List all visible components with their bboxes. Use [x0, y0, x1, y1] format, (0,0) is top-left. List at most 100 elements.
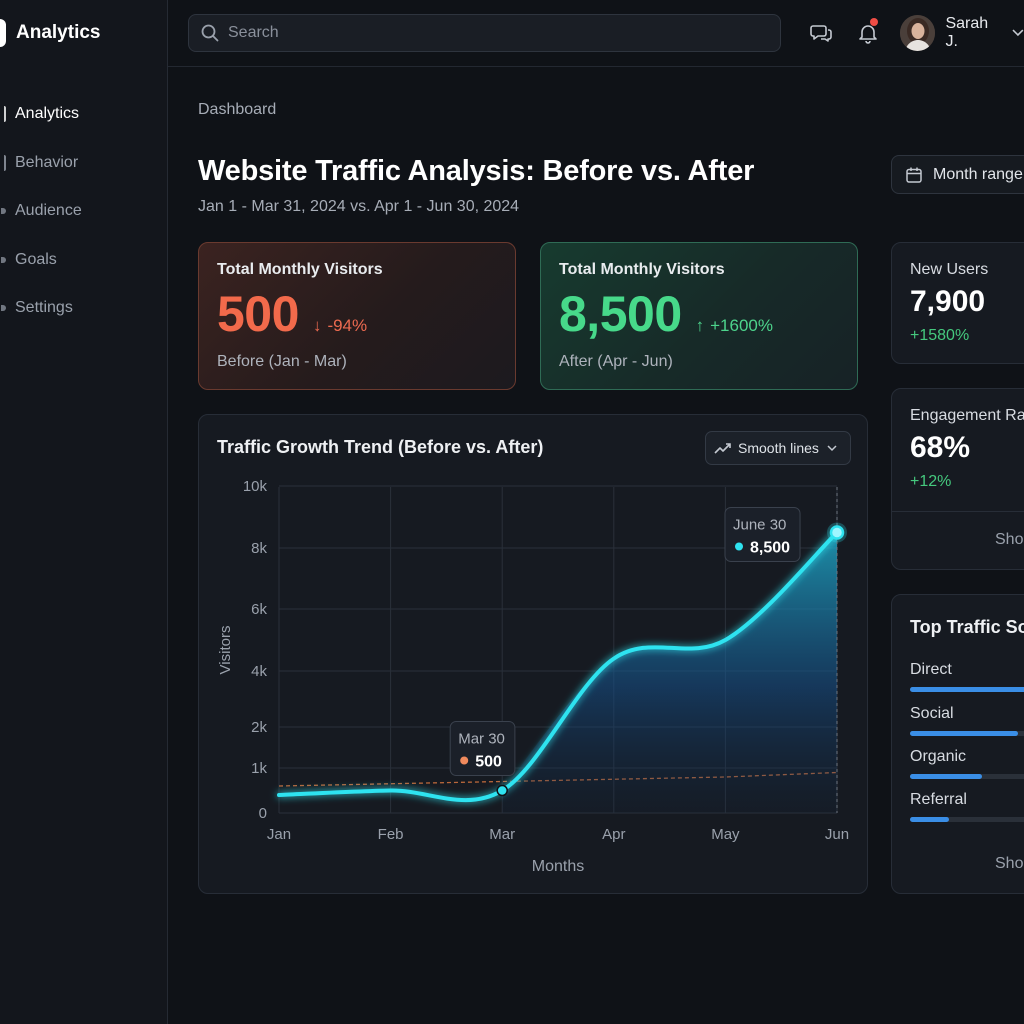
x-tick-label: Mar	[489, 826, 515, 843]
source-bar-fill	[910, 731, 1018, 736]
source-bar-track	[910, 774, 1024, 779]
kpi-delta: ↓ -94%	[313, 316, 367, 336]
sidebar-item-label: Audience	[15, 202, 82, 220]
x-tick-label: Jun	[825, 826, 849, 843]
source-item-referral: Referral	[910, 791, 1024, 822]
source-bar-track	[910, 731, 1024, 736]
traffic-line-chart[interactable]: 0 1k 2k 4k 6k 8k 10k Jan Feb Mar Apr May Jun Months Vi…	[199, 415, 869, 895]
smooth-lines-dropdown[interactable]: Smooth lines	[705, 431, 851, 465]
sources-show-more-link[interactable]: Sho	[995, 855, 1024, 872]
arrow-up-icon: ↑	[695, 316, 705, 335]
app-logo-icon	[0, 19, 6, 47]
area-fill	[502, 532, 837, 813]
user-name: Sarah J.	[945, 15, 989, 50]
sidebar-item-settings[interactable]: Settings	[0, 284, 168, 333]
source-name: Direct	[910, 661, 952, 678]
kpi-caption: Before (Jan - Mar)	[217, 353, 347, 370]
tooltip: Mar 30 500	[449, 721, 516, 776]
traffic-chart-card: 0 1k 2k 4k 6k 8k 10k Jan Feb Mar Apr May Jun Months Vi…	[198, 414, 868, 894]
engagement-label: Engagement Ra	[910, 407, 1024, 424]
y-tick-label: 1k	[251, 760, 267, 777]
smooth-lines-label: Smooth lines	[738, 440, 819, 456]
bell-icon[interactable]	[856, 18, 880, 45]
tooltip-dot	[735, 542, 743, 551]
sidebar-item-label: Analytics	[15, 105, 80, 123]
sidebar-item-label: Settings	[15, 299, 73, 317]
tooltip-box	[724, 507, 801, 562]
divider	[892, 511, 1024, 512]
page-title: Website Traffic Analysis: Before vs. Aft…	[198, 155, 755, 187]
source-bar-track	[910, 817, 1024, 822]
user-menu[interactable]: Sarah J.	[900, 14, 1024, 52]
breadcrumb[interactable]: Dashboard	[198, 101, 277, 118]
sidebar-nav: Analytics Behavior Audience Goals Settin…	[0, 90, 168, 333]
sidebar-item-label: Behavior	[15, 153, 79, 171]
kpi-caption: After (Apr - Jun)	[559, 353, 673, 370]
x-axis-title: Months	[532, 858, 584, 875]
new-users-delta: +1580%	[910, 327, 970, 344]
arrow-down-icon: ↓	[312, 316, 322, 335]
y-tick-label: 8k	[251, 540, 267, 557]
kpi-delta-value: -94%	[327, 316, 368, 335]
data-point-jun	[829, 525, 845, 540]
chart-title: Traffic Growth Trend (Before vs. After)	[217, 437, 544, 457]
y-tick-label: 0	[259, 805, 267, 822]
chevron-down-icon	[827, 444, 837, 451]
source-bar-fill	[910, 774, 982, 779]
kpi-card-after: Total Monthly Visitors 8,500 ↑ +1600% Af…	[540, 242, 858, 390]
topbar: Sarah J.	[168, 0, 1024, 67]
sidebar-item-label: Goals	[15, 250, 57, 268]
kpi-label: Total Monthly Visitors	[217, 261, 383, 278]
source-item-organic: Organic	[910, 748, 1024, 779]
tooltip-date: Mar 30	[458, 731, 505, 748]
source-bar-fill	[910, 817, 949, 822]
source-item-direct: Direct	[910, 661, 1024, 692]
sidebar-item-goals[interactable]: Goals	[0, 236, 168, 285]
tooltip: June 30 8,500	[724, 507, 801, 562]
y-tick-label: 10k	[243, 478, 268, 495]
kpi-delta: ↑ +1600%	[696, 316, 773, 336]
data-point-mar	[496, 784, 508, 797]
x-tick-label: Jan	[267, 826, 291, 843]
sources-title: Top Traffic So	[910, 617, 1024, 637]
goals-icon	[0, 252, 6, 268]
x-tick-label: May	[711, 826, 740, 843]
audience-icon	[0, 203, 6, 219]
source-bar-track	[910, 687, 1024, 692]
engagement-show-more-link[interactable]: Sho	[995, 531, 1024, 548]
behavior-icon	[0, 154, 6, 171]
month-range-button[interactable]: Month range	[891, 155, 1024, 194]
tooltip-date: June 30	[733, 517, 786, 534]
trend-line-icon	[714, 443, 731, 454]
sidebar: Analytics Analytics Behavior Audience Go…	[0, 0, 168, 1024]
chevron-down-icon	[1012, 29, 1024, 37]
kpi-card-before: Total Monthly Visitors 500 ↓ -94% Before…	[198, 242, 516, 390]
y-tick-label: 4k	[251, 663, 267, 680]
engagement-delta: +12%	[910, 473, 952, 490]
tooltip-value: 8,500	[750, 540, 790, 557]
messages-icon[interactable]	[809, 21, 833, 45]
y-axis-title: Visitors	[217, 626, 234, 675]
engagement-rate-card: Engagement Ra 68% +12% Sho	[891, 388, 1024, 570]
sidebar-item-analytics[interactable]: Analytics	[0, 90, 168, 139]
x-tick-label: Apr	[602, 826, 625, 843]
y-tick-label: 6k	[251, 601, 267, 618]
kpi-value: 500	[217, 286, 299, 342]
app-name: Analytics	[16, 22, 101, 43]
calendar-icon	[906, 167, 922, 183]
engagement-value: 68%	[910, 431, 971, 464]
new-users-card: New Users 7,900 +1580%	[891, 242, 1024, 364]
source-name: Organic	[910, 748, 967, 765]
app-brand[interactable]: Analytics	[0, 18, 100, 48]
settings-icon	[0, 300, 6, 316]
search-bar[interactable]	[188, 14, 781, 52]
sidebar-item-audience[interactable]: Audience	[0, 187, 168, 236]
y-tick-label: 2k	[251, 719, 267, 736]
notification-badge	[870, 18, 878, 26]
avatar	[900, 15, 936, 51]
search-icon	[201, 24, 219, 42]
sidebar-item-behavior[interactable]: Behavior	[0, 139, 168, 188]
source-bar-fill	[910, 687, 1024, 692]
new-users-label: New Users	[910, 261, 989, 278]
search-input[interactable]	[228, 24, 748, 42]
